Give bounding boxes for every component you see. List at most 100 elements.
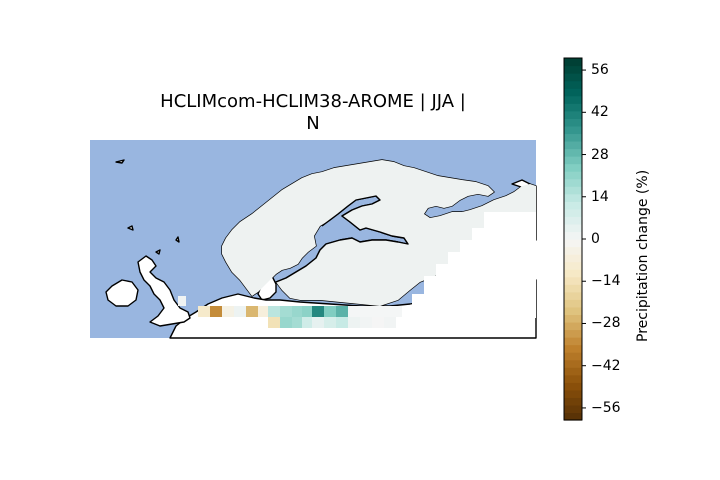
colorbar-bin bbox=[564, 65, 582, 74]
colorbar-bin bbox=[564, 291, 582, 300]
precip-cell bbox=[302, 306, 314, 317]
colorbar-bin bbox=[564, 216, 582, 225]
map-title-line-2: N bbox=[306, 113, 320, 134]
colorbar-bin bbox=[564, 178, 582, 187]
colorbar-bin bbox=[564, 382, 582, 391]
map-panel bbox=[90, 140, 537, 339]
colorbar bbox=[563, 57, 586, 421]
coastlines bbox=[275, 195, 409, 283]
colorbar-bin bbox=[564, 88, 582, 97]
precip-cell bbox=[292, 306, 304, 317]
colorbar-bin bbox=[564, 269, 582, 278]
land-orkney bbox=[155, 249, 161, 255]
colorbar-bin bbox=[564, 337, 582, 346]
colorbar-tick-label: −14 bbox=[591, 273, 621, 290]
data-boundary-cell bbox=[460, 240, 536, 252]
precip-cell bbox=[198, 306, 210, 317]
data-boundary-cell bbox=[448, 252, 536, 264]
land-ireland bbox=[105, 279, 139, 307]
precip-cell bbox=[280, 317, 292, 328]
precip-cell bbox=[384, 317, 396, 328]
colorbar-bin bbox=[564, 344, 582, 353]
colorbar-bin bbox=[564, 118, 582, 127]
precip-cell bbox=[302, 317, 314, 328]
colorbar-bin bbox=[564, 314, 582, 323]
colorbar-bin bbox=[564, 329, 582, 338]
colorbar-tick-label: 28 bbox=[591, 146, 609, 163]
colorbar-tick-label: 14 bbox=[591, 188, 609, 205]
colorbar-bin bbox=[564, 321, 582, 331]
precip-cell bbox=[348, 317, 360, 328]
colorbar-bin bbox=[564, 125, 582, 135]
colorbar-tick-label: 42 bbox=[591, 104, 609, 121]
colorbar-bin bbox=[564, 208, 582, 217]
colorbar-tick-label: 56 bbox=[591, 62, 609, 79]
precip-cell bbox=[312, 306, 324, 317]
colorbar-bin bbox=[564, 412, 582, 421]
precip-cell bbox=[292, 317, 304, 328]
precip-cell bbox=[222, 306, 234, 317]
data-boundary-cell bbox=[402, 306, 536, 318]
colorbar-bin bbox=[564, 231, 582, 240]
precip-cell bbox=[324, 306, 336, 317]
colorbar-bin bbox=[564, 352, 582, 361]
data-boundary-cell bbox=[436, 264, 536, 276]
precip-cell bbox=[234, 306, 246, 317]
data-boundary-cell bbox=[424, 276, 536, 294]
precip-cell bbox=[280, 306, 292, 317]
colorbar-bin bbox=[564, 374, 582, 383]
precip-cell bbox=[258, 306, 270, 317]
colorbar-bin bbox=[564, 73, 582, 82]
map-title-line-1: HCLIMcom-HCLIM38-AROME | JJA | bbox=[160, 91, 466, 112]
colorbar-bin bbox=[564, 389, 582, 398]
colorbar-bin bbox=[564, 299, 582, 308]
precip-cell bbox=[360, 317, 372, 328]
colorbar-bin bbox=[564, 397, 582, 406]
precip-cell bbox=[268, 306, 280, 317]
precip-cell bbox=[246, 306, 258, 317]
colorbar-bin bbox=[564, 140, 582, 150]
colorbar-ticks bbox=[582, 69, 586, 409]
colorbar-bin bbox=[564, 171, 582, 180]
colorbar-bin bbox=[564, 95, 582, 104]
colorbar-tick-label: −56 bbox=[591, 399, 621, 416]
colorbar-bin bbox=[564, 359, 582, 368]
precip-cell bbox=[312, 317, 324, 328]
colorbar-bin bbox=[564, 193, 582, 202]
data-boundary-cell bbox=[472, 228, 536, 240]
colorbar-bin bbox=[564, 133, 582, 142]
colorbar-bin bbox=[564, 246, 582, 255]
land-great-britain bbox=[137, 255, 191, 327]
colorbar-bin bbox=[564, 103, 582, 112]
colorbar-bin bbox=[564, 261, 582, 270]
colorbar-steps bbox=[564, 58, 582, 421]
colorbar-bin bbox=[564, 58, 582, 67]
colorbar-bin bbox=[564, 223, 582, 233]
precip-cell bbox=[178, 296, 186, 306]
colorbar-bin bbox=[564, 239, 582, 248]
data-boundary-cell bbox=[412, 294, 536, 306]
precip-cell bbox=[324, 317, 336, 328]
colorbar-bin bbox=[564, 284, 582, 293]
colorbar-bin bbox=[564, 367, 582, 376]
colorbar-bin bbox=[564, 148, 582, 157]
colorbar-bin bbox=[564, 110, 582, 119]
colorbar-bin bbox=[564, 306, 582, 316]
precip-cell bbox=[336, 306, 348, 317]
colorbar-bin bbox=[564, 201, 582, 210]
land-faroe bbox=[127, 225, 134, 231]
colorbar-bin bbox=[564, 276, 582, 285]
colorbar-tick-label: 0 bbox=[591, 231, 600, 247]
colorbar-bin bbox=[564, 404, 582, 414]
land-shetland bbox=[175, 236, 180, 243]
colorbar-bin bbox=[564, 186, 582, 195]
colorbar-bin bbox=[564, 156, 582, 165]
colorbar-bin bbox=[564, 254, 582, 263]
colorbar-bin bbox=[564, 163, 582, 172]
land-small-island bbox=[115, 159, 125, 164]
coastline-baltic bbox=[275, 195, 409, 283]
colorbar-tick-label: −42 bbox=[591, 357, 621, 374]
precip-cell bbox=[268, 317, 280, 328]
precip-cell bbox=[348, 306, 402, 317]
